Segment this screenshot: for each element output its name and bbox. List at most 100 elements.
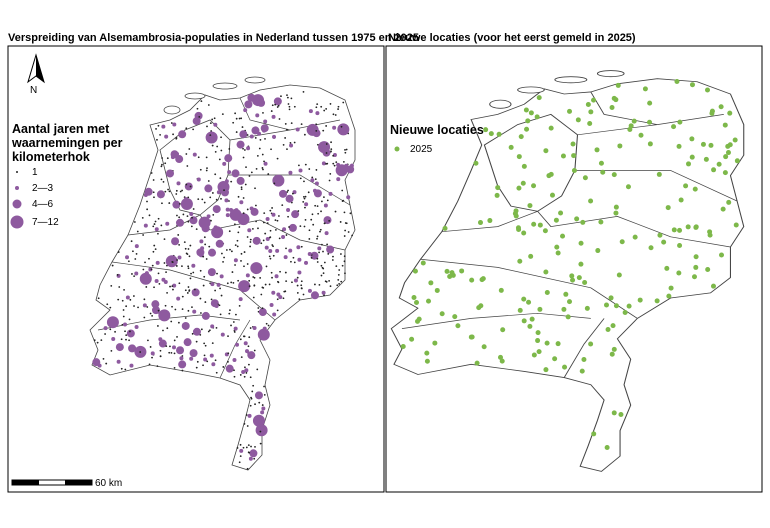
occurrence-dot <box>195 340 198 343</box>
occurrence-dot <box>213 117 216 120</box>
occurrence-dot <box>521 318 527 324</box>
occurrence-dot <box>563 291 569 297</box>
occurrence-dot <box>160 178 163 181</box>
occurrence-dot <box>307 252 312 257</box>
occurrence-dot <box>205 169 208 172</box>
occurrence-dot <box>157 309 160 312</box>
occurrence-dot <box>576 275 582 281</box>
occurrence-dot <box>444 268 450 274</box>
occurrence-dot <box>148 363 151 366</box>
occurrence-dot <box>189 216 198 225</box>
occurrence-dot <box>181 265 183 268</box>
occurrence-dot <box>198 116 201 118</box>
occurrence-dot <box>542 228 548 234</box>
occurrence-dot <box>166 169 175 178</box>
occurrence-dot <box>164 304 167 307</box>
occurrence-dot <box>613 97 619 103</box>
occurrence-dot <box>136 230 139 233</box>
occurrence-dot <box>273 97 282 106</box>
occurrence-dot <box>331 259 334 261</box>
occurrence-dot <box>109 306 112 309</box>
occurrence-dot <box>269 236 272 239</box>
occurrence-dot <box>611 410 617 416</box>
occurrence-dot <box>270 271 273 274</box>
occurrence-dot <box>173 339 176 342</box>
occurrence-dot <box>733 222 739 228</box>
occurrence-dot <box>184 289 187 292</box>
occurrence-dot <box>332 255 334 258</box>
occurrence-dot <box>260 242 263 245</box>
occurrence-dot <box>310 256 313 259</box>
occurrence-dot <box>434 287 440 293</box>
occurrence-dot <box>212 213 215 216</box>
occurrence-dot <box>266 222 269 225</box>
occurrence-dot <box>245 166 247 169</box>
occurrence-dot <box>481 344 487 350</box>
occurrence-dot <box>271 114 276 119</box>
occurrence-dot <box>337 278 340 281</box>
occurrence-dot <box>720 206 726 212</box>
occurrence-dot <box>121 299 124 302</box>
occurrence-dot <box>148 214 151 217</box>
occurrence-dot <box>284 290 287 293</box>
occurrence-dot <box>265 322 268 325</box>
occurrence-dot <box>567 299 573 305</box>
occurrence-dot <box>256 154 259 157</box>
occurrence-dot <box>580 219 586 225</box>
occurrence-dot <box>291 210 300 219</box>
occurrence-dot <box>232 321 235 323</box>
occurrence-dot <box>129 298 132 301</box>
occurrence-dot <box>223 256 225 259</box>
occurrence-dot <box>310 218 313 221</box>
occurrence-dot <box>255 204 257 207</box>
occurrence-dot <box>648 245 654 251</box>
occurrence-dot <box>249 449 258 458</box>
occurrence-dot <box>574 216 580 222</box>
occurrence-dot <box>552 356 558 362</box>
occurrence-dot <box>231 169 240 178</box>
occurrence-dot <box>185 127 188 130</box>
occurrence-dot <box>337 123 350 136</box>
occurrence-dot <box>233 223 236 226</box>
occurrence-dot <box>163 238 166 241</box>
occurrence-dot <box>190 272 192 275</box>
occurrence-dot <box>184 182 193 191</box>
occurrence-dot <box>469 277 475 283</box>
occurrence-dot <box>432 340 438 346</box>
occurrence-dot <box>283 255 288 260</box>
occurrence-dot <box>211 362 216 367</box>
occurrence-dot <box>654 298 660 304</box>
occurrence-dot <box>722 122 728 128</box>
occurrence-dot <box>666 293 672 299</box>
occurrence-dot <box>544 340 550 346</box>
occurrence-dot <box>220 197 222 200</box>
occurrence-dot <box>329 172 332 175</box>
occurrence-dot <box>142 303 147 308</box>
occurrence-dot <box>186 165 189 167</box>
occurrence-dot <box>686 161 692 167</box>
occurrence-dot <box>228 200 230 202</box>
occurrence-dot <box>276 157 279 160</box>
occurrence-dot <box>252 236 261 245</box>
occurrence-dot <box>214 173 217 176</box>
occurrence-dot <box>123 288 125 291</box>
occurrence-dot <box>496 131 502 137</box>
occurrence-dot <box>203 236 206 239</box>
occurrence-dot <box>323 222 326 225</box>
occurrence-dot <box>553 217 559 223</box>
occurrence-dot <box>196 177 201 182</box>
occurrence-dot <box>252 384 255 387</box>
occurrence-dot <box>269 302 274 307</box>
occurrence-dot <box>322 272 325 275</box>
occurrence-dot <box>169 285 171 288</box>
occurrence-dot <box>428 280 434 286</box>
occurrence-dot <box>516 226 522 232</box>
occurrence-dot <box>197 156 200 159</box>
occurrence-dot <box>259 442 262 445</box>
occurrence-dot <box>276 219 279 222</box>
occurrence-dot <box>243 335 246 338</box>
occurrence-dot <box>243 251 246 253</box>
occurrence-dot <box>149 312 152 315</box>
occurrence-dot <box>332 154 335 157</box>
occurrence-dot <box>209 196 212 199</box>
